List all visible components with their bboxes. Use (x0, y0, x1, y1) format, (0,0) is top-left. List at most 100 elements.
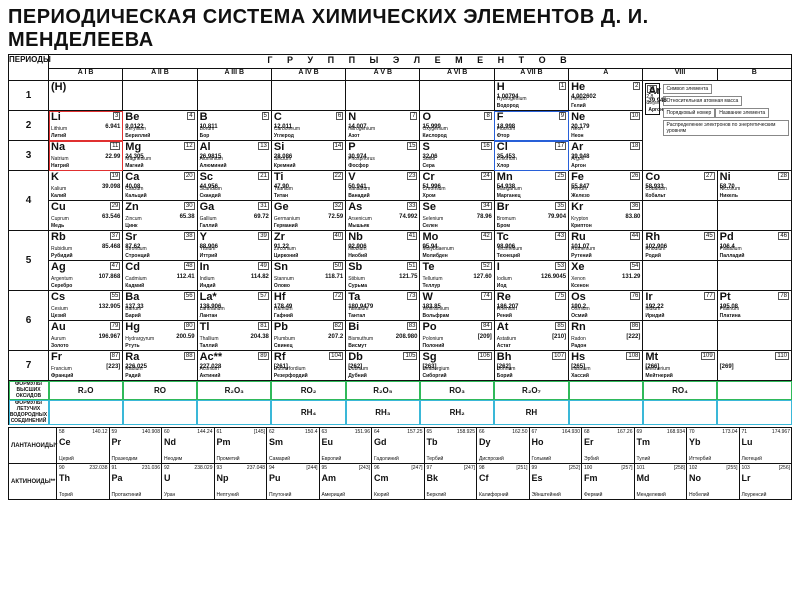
atomic-number: 77 (704, 292, 715, 300)
latin-name: Yttrium (200, 247, 216, 252)
element-cell: Se3478.96SeleniumСелен (420, 201, 494, 231)
element-symbol: Cl (497, 142, 508, 153)
ru-name: Рутений (571, 254, 592, 259)
atomic-mass: 83.80 (625, 214, 640, 220)
ru-name: Кислород (422, 134, 446, 139)
latin-name: Indium (200, 277, 215, 282)
element-cell: Sr3887.62StrontiumСтронций (123, 231, 197, 261)
element-symbol: Hg (125, 322, 140, 333)
element-symbol: H (497, 82, 505, 93)
series-element: 62150.4SmСамарий (267, 428, 320, 464)
element-symbol: Ge (274, 202, 289, 213)
ru-name: Сурьма (348, 284, 367, 289)
element-symbol: Al (200, 142, 211, 153)
oxide-formula (717, 381, 791, 400)
ru-name: Мышьяк (348, 224, 369, 229)
latin-name: Krypton (571, 217, 588, 222)
latin-name: Beryllium (125, 127, 146, 132)
series-element: 69168.934TmТулий (634, 428, 687, 464)
element-symbol: Sn (274, 262, 288, 273)
element-symbol: Bi (348, 322, 359, 333)
element-symbol: Ac** (200, 352, 223, 363)
atomic-mass: 39.098 (102, 184, 120, 190)
atomic-mass: [210] (552, 334, 566, 340)
latin-name: Polonium (422, 337, 443, 342)
latin-name: Silicium (274, 157, 291, 162)
ru-name: Фтор (497, 134, 510, 139)
atomic-number: 38 (184, 232, 195, 240)
element-symbol: Na (51, 142, 65, 153)
ru-name: Аргон (571, 164, 586, 169)
oxide-formula: RO₃ (420, 381, 494, 400)
ru-name: Азот (348, 134, 359, 139)
series-element: 66162.50DyДиспрозий (477, 428, 530, 464)
latin-name: Helium (571, 97, 587, 102)
atomic-number: 57 (258, 292, 269, 300)
latin-name: Sulfur (422, 157, 435, 162)
series-element: 96[247]CmКюрий (372, 464, 425, 500)
group-subheader: A (569, 69, 643, 81)
atomic-number: 37 (110, 232, 121, 240)
ru-name: Титан (274, 194, 288, 199)
atomic-number: 31 (258, 202, 269, 210)
element-symbol: V (348, 172, 355, 183)
element-cell: Sn50118.71StannumОлово (271, 261, 345, 291)
element-cell: Y3988.906YttriumИттрий (197, 231, 271, 261)
ru-name: Палладий (720, 254, 745, 259)
element-cell: Au79196.967AurumЗолото (49, 321, 123, 351)
ru-name: Стронций (125, 254, 149, 259)
element-symbol: Zr (274, 232, 285, 243)
atomic-mass: 112.41 (177, 274, 195, 280)
element-symbol: P (348, 142, 355, 153)
element-symbol: Pt (720, 292, 731, 303)
element-cell: S1632.06SulfurСера (420, 141, 494, 171)
series-element: 61[145]PmПрометий (214, 428, 267, 464)
latin-name: Tellurium (422, 277, 442, 282)
atomic-number: 5 (262, 112, 269, 120)
element-symbol: Kr (571, 202, 583, 213)
atomic-number: 26 (630, 172, 641, 180)
ru-name: Цезий (51, 314, 66, 319)
element-cell: Ba56137.33BariumБарий (123, 291, 197, 321)
element-symbol: O (422, 112, 431, 123)
element-cell: At85[210]AstatiumАстат (494, 321, 568, 351)
atomic-mass: [223] (106, 364, 120, 370)
element-cell: W74183.85WolframiumВольфрам (420, 291, 494, 321)
ru-name: Фосфор (348, 164, 368, 169)
group-subheader: A III B (197, 69, 271, 81)
latin-name: Radon (571, 337, 586, 342)
latin-name: Stannum (274, 277, 294, 282)
atomic-number: 46 (778, 232, 789, 240)
element-symbol: W (422, 292, 432, 303)
element-symbol: S (422, 142, 429, 153)
atomic-number: 19 (110, 172, 121, 180)
element-cell: Ga3169.72GalliumГаллий (197, 201, 271, 231)
ru-name: Актиний (200, 374, 221, 379)
ru-name: Барий (125, 314, 141, 319)
latin-name: Rubidium (51, 247, 72, 252)
atomic-mass: 107.868 (99, 274, 121, 280)
element-cell: Rn86[222]RadonРадон (569, 321, 643, 351)
atomic-mass: 74.992 (399, 214, 417, 220)
element-symbol: (H) (51, 82, 66, 93)
latin-name: Barium (125, 307, 141, 312)
element-symbol: Ir (645, 292, 652, 303)
element-symbol: Sg (422, 352, 436, 363)
element-cell: Sg106[263]SeaborgiumСиборгий (420, 351, 494, 381)
series-element: 68167.26ErЭрбий (582, 428, 635, 464)
atomic-number: 32 (333, 202, 344, 210)
ru-name: Сера (422, 164, 434, 169)
latin-name: Chlorium (497, 157, 517, 162)
series-element: 59140.908PrПразеодим (109, 428, 162, 464)
group-subheader: A V B (346, 69, 420, 81)
hydride-formula (717, 400, 791, 425)
atomic-number: 13 (258, 142, 269, 150)
ru-name: Радон (571, 344, 586, 349)
element-cell (717, 201, 791, 231)
element-cell: I53126.9045IodiumИод (494, 261, 568, 291)
atomic-number: 89 (258, 352, 269, 360)
latin-name: Germanium (274, 217, 300, 222)
atomic-number: 2 (633, 82, 640, 90)
element-symbol: Y (200, 232, 207, 243)
groups-header: Г Р У П П Ы Э Л Е М Е Н Т О В (49, 55, 792, 69)
